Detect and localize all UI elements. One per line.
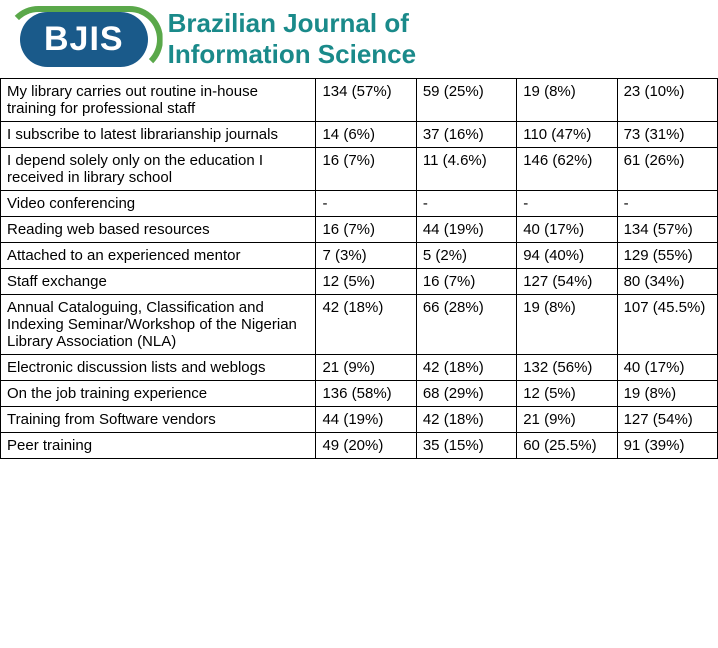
- row-label: Staff exchange: [1, 269, 316, 295]
- row-cell: 49 (20%): [316, 433, 416, 459]
- row-label: Attached to an experienced mentor: [1, 243, 316, 269]
- row-cell: 16 (7%): [316, 148, 416, 191]
- table-row: I depend solely only on the education I …: [1, 148, 718, 191]
- table-row: Annual Cataloguing, Classification and I…: [1, 295, 718, 355]
- logo-badge: BJIS: [20, 12, 148, 67]
- row-cell: 16 (7%): [416, 269, 516, 295]
- table-row: On the job training experience 136 (58%)…: [1, 381, 718, 407]
- row-cell: 61 (26%): [617, 148, 717, 191]
- row-label: Electronic discussion lists and weblogs: [1, 355, 316, 381]
- row-cell: 129 (55%): [617, 243, 717, 269]
- row-cell: 91 (39%): [617, 433, 717, 459]
- table-row: Electronic discussion lists and weblogs …: [1, 355, 718, 381]
- row-label: My library carries out routine in-house …: [1, 79, 316, 122]
- row-cell: 134 (57%): [316, 79, 416, 122]
- row-cell: 40 (17%): [517, 217, 617, 243]
- row-cell: 11 (4.6%): [416, 148, 516, 191]
- row-cell: 23 (10%): [617, 79, 717, 122]
- row-cell: 12 (5%): [517, 381, 617, 407]
- row-cell: 40 (17%): [617, 355, 717, 381]
- row-cell: 42 (18%): [316, 295, 416, 355]
- row-cell: 7 (3%): [316, 243, 416, 269]
- row-label: Reading web based resources: [1, 217, 316, 243]
- row-cell: 73 (31%): [617, 122, 717, 148]
- row-label: Video conferencing: [1, 191, 316, 217]
- row-cell: 19 (8%): [617, 381, 717, 407]
- row-cell: 66 (28%): [416, 295, 516, 355]
- row-cell: 12 (5%): [316, 269, 416, 295]
- row-cell: -: [416, 191, 516, 217]
- table-row: My library carries out routine in-house …: [1, 79, 718, 122]
- journal-header: BJIS Brazilian Journal of Information Sc…: [0, 0, 718, 78]
- table-row: Training from Software vendors 44 (19%) …: [1, 407, 718, 433]
- data-table: My library carries out routine in-house …: [0, 78, 718, 459]
- journal-title-line1: Brazilian Journal of: [168, 8, 417, 39]
- row-label: I subscribe to latest librarianship jour…: [1, 122, 316, 148]
- row-cell: -: [517, 191, 617, 217]
- row-cell: 19 (8%): [517, 295, 617, 355]
- row-cell: 44 (19%): [316, 407, 416, 433]
- table-row: Reading web based resources 16 (7%) 44 (…: [1, 217, 718, 243]
- row-cell: 44 (19%): [416, 217, 516, 243]
- row-cell: 14 (6%): [316, 122, 416, 148]
- table-row: I subscribe to latest librarianship jour…: [1, 122, 718, 148]
- table-body: My library carries out routine in-house …: [1, 79, 718, 459]
- table-row: Peer training 49 (20%) 35 (15%) 60 (25.5…: [1, 433, 718, 459]
- row-label: Peer training: [1, 433, 316, 459]
- table-row: Staff exchange 12 (5%) 16 (7%) 127 (54%)…: [1, 269, 718, 295]
- row-cell: 127 (54%): [617, 407, 717, 433]
- row-cell: 59 (25%): [416, 79, 516, 122]
- row-cell: 136 (58%): [316, 381, 416, 407]
- row-label: I depend solely only on the education I …: [1, 148, 316, 191]
- row-cell: 132 (56%): [517, 355, 617, 381]
- row-cell: 110 (47%): [517, 122, 617, 148]
- row-cell: 146 (62%): [517, 148, 617, 191]
- row-cell: 134 (57%): [617, 217, 717, 243]
- row-cell: 107 (45.5%): [617, 295, 717, 355]
- row-cell: 35 (15%): [416, 433, 516, 459]
- journal-title: Brazilian Journal of Information Science: [168, 8, 417, 70]
- row-label: Training from Software vendors: [1, 407, 316, 433]
- row-cell: 80 (34%): [617, 269, 717, 295]
- row-cell: 5 (2%): [416, 243, 516, 269]
- row-cell: 127 (54%): [517, 269, 617, 295]
- row-label: On the job training experience: [1, 381, 316, 407]
- row-cell: -: [316, 191, 416, 217]
- row-cell: 42 (18%): [416, 407, 516, 433]
- row-label: Annual Cataloguing, Classification and I…: [1, 295, 316, 355]
- table-row: Attached to an experienced mentor 7 (3%)…: [1, 243, 718, 269]
- journal-title-line2: Information Science: [168, 39, 417, 70]
- row-cell: 68 (29%): [416, 381, 516, 407]
- row-cell: 42 (18%): [416, 355, 516, 381]
- row-cell: 21 (9%): [517, 407, 617, 433]
- table-row: Video conferencing - - - -: [1, 191, 718, 217]
- row-cell: 37 (16%): [416, 122, 516, 148]
- row-cell: 16 (7%): [316, 217, 416, 243]
- row-cell: 21 (9%): [316, 355, 416, 381]
- row-cell: 60 (25.5%): [517, 433, 617, 459]
- row-cell: -: [617, 191, 717, 217]
- row-cell: 94 (40%): [517, 243, 617, 269]
- row-cell: 19 (8%): [517, 79, 617, 122]
